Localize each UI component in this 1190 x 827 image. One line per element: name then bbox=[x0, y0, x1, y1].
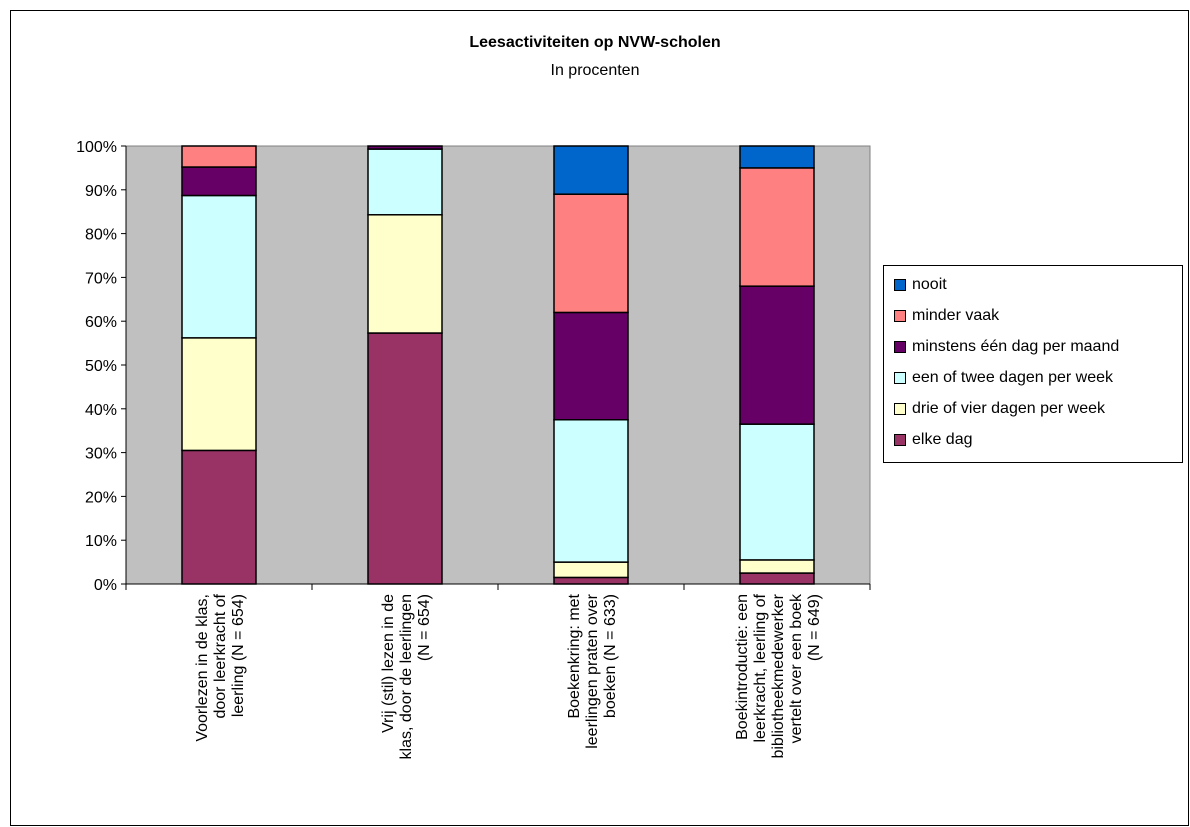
bar-segment bbox=[739, 572, 815, 585]
y-tick-label: 70% bbox=[85, 270, 117, 287]
legend-label: nooit bbox=[912, 276, 947, 293]
x-category-label: leerkracht, leerling of bbox=[752, 593, 769, 742]
x-category-label: door leerkracht of bbox=[212, 593, 229, 718]
bar-segment bbox=[181, 145, 257, 168]
y-tick-label: 60% bbox=[85, 314, 117, 331]
x-category-label: Vrij (stil) lezen in de bbox=[380, 594, 397, 733]
chart-title: Leesactiviteiten op NVW-scholen bbox=[469, 34, 721, 51]
bar-segment bbox=[739, 145, 815, 169]
bar-segment bbox=[181, 194, 257, 339]
x-category-label: leerling (N = 654) bbox=[230, 594, 247, 717]
bar-segment bbox=[553, 576, 629, 585]
x-category-label: klas, door de leerlingen bbox=[398, 594, 415, 759]
y-tick-label: 0% bbox=[94, 577, 117, 594]
y-tick-label: 10% bbox=[85, 533, 117, 550]
y-tick-label: 20% bbox=[85, 489, 117, 506]
y-tick-label: 80% bbox=[85, 227, 117, 244]
legend-swatch bbox=[894, 434, 906, 446]
chart-subtitle: In procenten bbox=[550, 62, 640, 79]
bar-segment bbox=[739, 559, 815, 574]
y-tick-label: 30% bbox=[85, 446, 117, 463]
legend: nooit minder vaak minstens één dag per maa… bbox=[883, 265, 1183, 463]
y-tick-label: 100% bbox=[76, 139, 117, 156]
x-category-label: vertelt over een boek bbox=[788, 593, 805, 743]
x-category-label: (N = 649) bbox=[806, 594, 823, 661]
bar-segment bbox=[739, 285, 815, 425]
bar-segment bbox=[553, 561, 629, 579]
bar-segment bbox=[367, 332, 443, 585]
bar-segment bbox=[367, 145, 443, 150]
legend-item: minder vaak bbox=[894, 305, 999, 327]
x-category-label: Boekintroductie: een bbox=[734, 594, 751, 740]
legend-item: drie of vier dagen per week bbox=[894, 398, 1105, 420]
legend-swatch bbox=[894, 403, 906, 415]
legend-swatch bbox=[894, 341, 906, 353]
bar-segment bbox=[739, 167, 815, 287]
bar-segment bbox=[739, 423, 815, 561]
x-category-label: bibliotheekmedewerker bbox=[770, 593, 787, 758]
bar-segment bbox=[367, 214, 443, 334]
bar-segment bbox=[553, 145, 629, 195]
x-category-label: leerlingen praten over bbox=[584, 593, 601, 748]
y-tick-label: 50% bbox=[85, 358, 117, 375]
legend-swatch bbox=[894, 279, 906, 291]
legend-label: elke dag bbox=[912, 431, 973, 448]
legend-swatch bbox=[894, 372, 906, 384]
legend-item: een of twee dagen per week bbox=[894, 367, 1113, 389]
legend-label: minder vaak bbox=[912, 307, 1000, 324]
bar-segment bbox=[367, 148, 443, 216]
x-category-label: Voorlezen in de klas, bbox=[194, 594, 211, 742]
legend-label: drie of vier dagen per week bbox=[912, 400, 1105, 417]
legend-item: elke dag bbox=[894, 429, 973, 451]
bar-segment bbox=[553, 193, 629, 314]
legend-label: minstens één dag per maand bbox=[912, 338, 1120, 355]
bar-segment bbox=[181, 166, 257, 197]
bar-segment bbox=[181, 449, 257, 585]
x-category-label: (N = 654) bbox=[416, 594, 433, 661]
bar-segment bbox=[181, 337, 257, 452]
legend-item: nooit bbox=[894, 274, 947, 296]
bar-segment bbox=[553, 311, 629, 421]
legend-swatch bbox=[894, 310, 906, 322]
legend-label: een of twee dagen per week bbox=[912, 369, 1114, 386]
x-category-label: boeken (N = 633) bbox=[602, 594, 619, 718]
y-tick-label: 90% bbox=[85, 183, 117, 200]
x-category-label: Boekenkring: met bbox=[566, 593, 583, 718]
y-tick-label: 40% bbox=[85, 402, 117, 419]
bar-segment bbox=[553, 419, 629, 563]
legend-item: minstens één dag per maand bbox=[894, 336, 1119, 358]
